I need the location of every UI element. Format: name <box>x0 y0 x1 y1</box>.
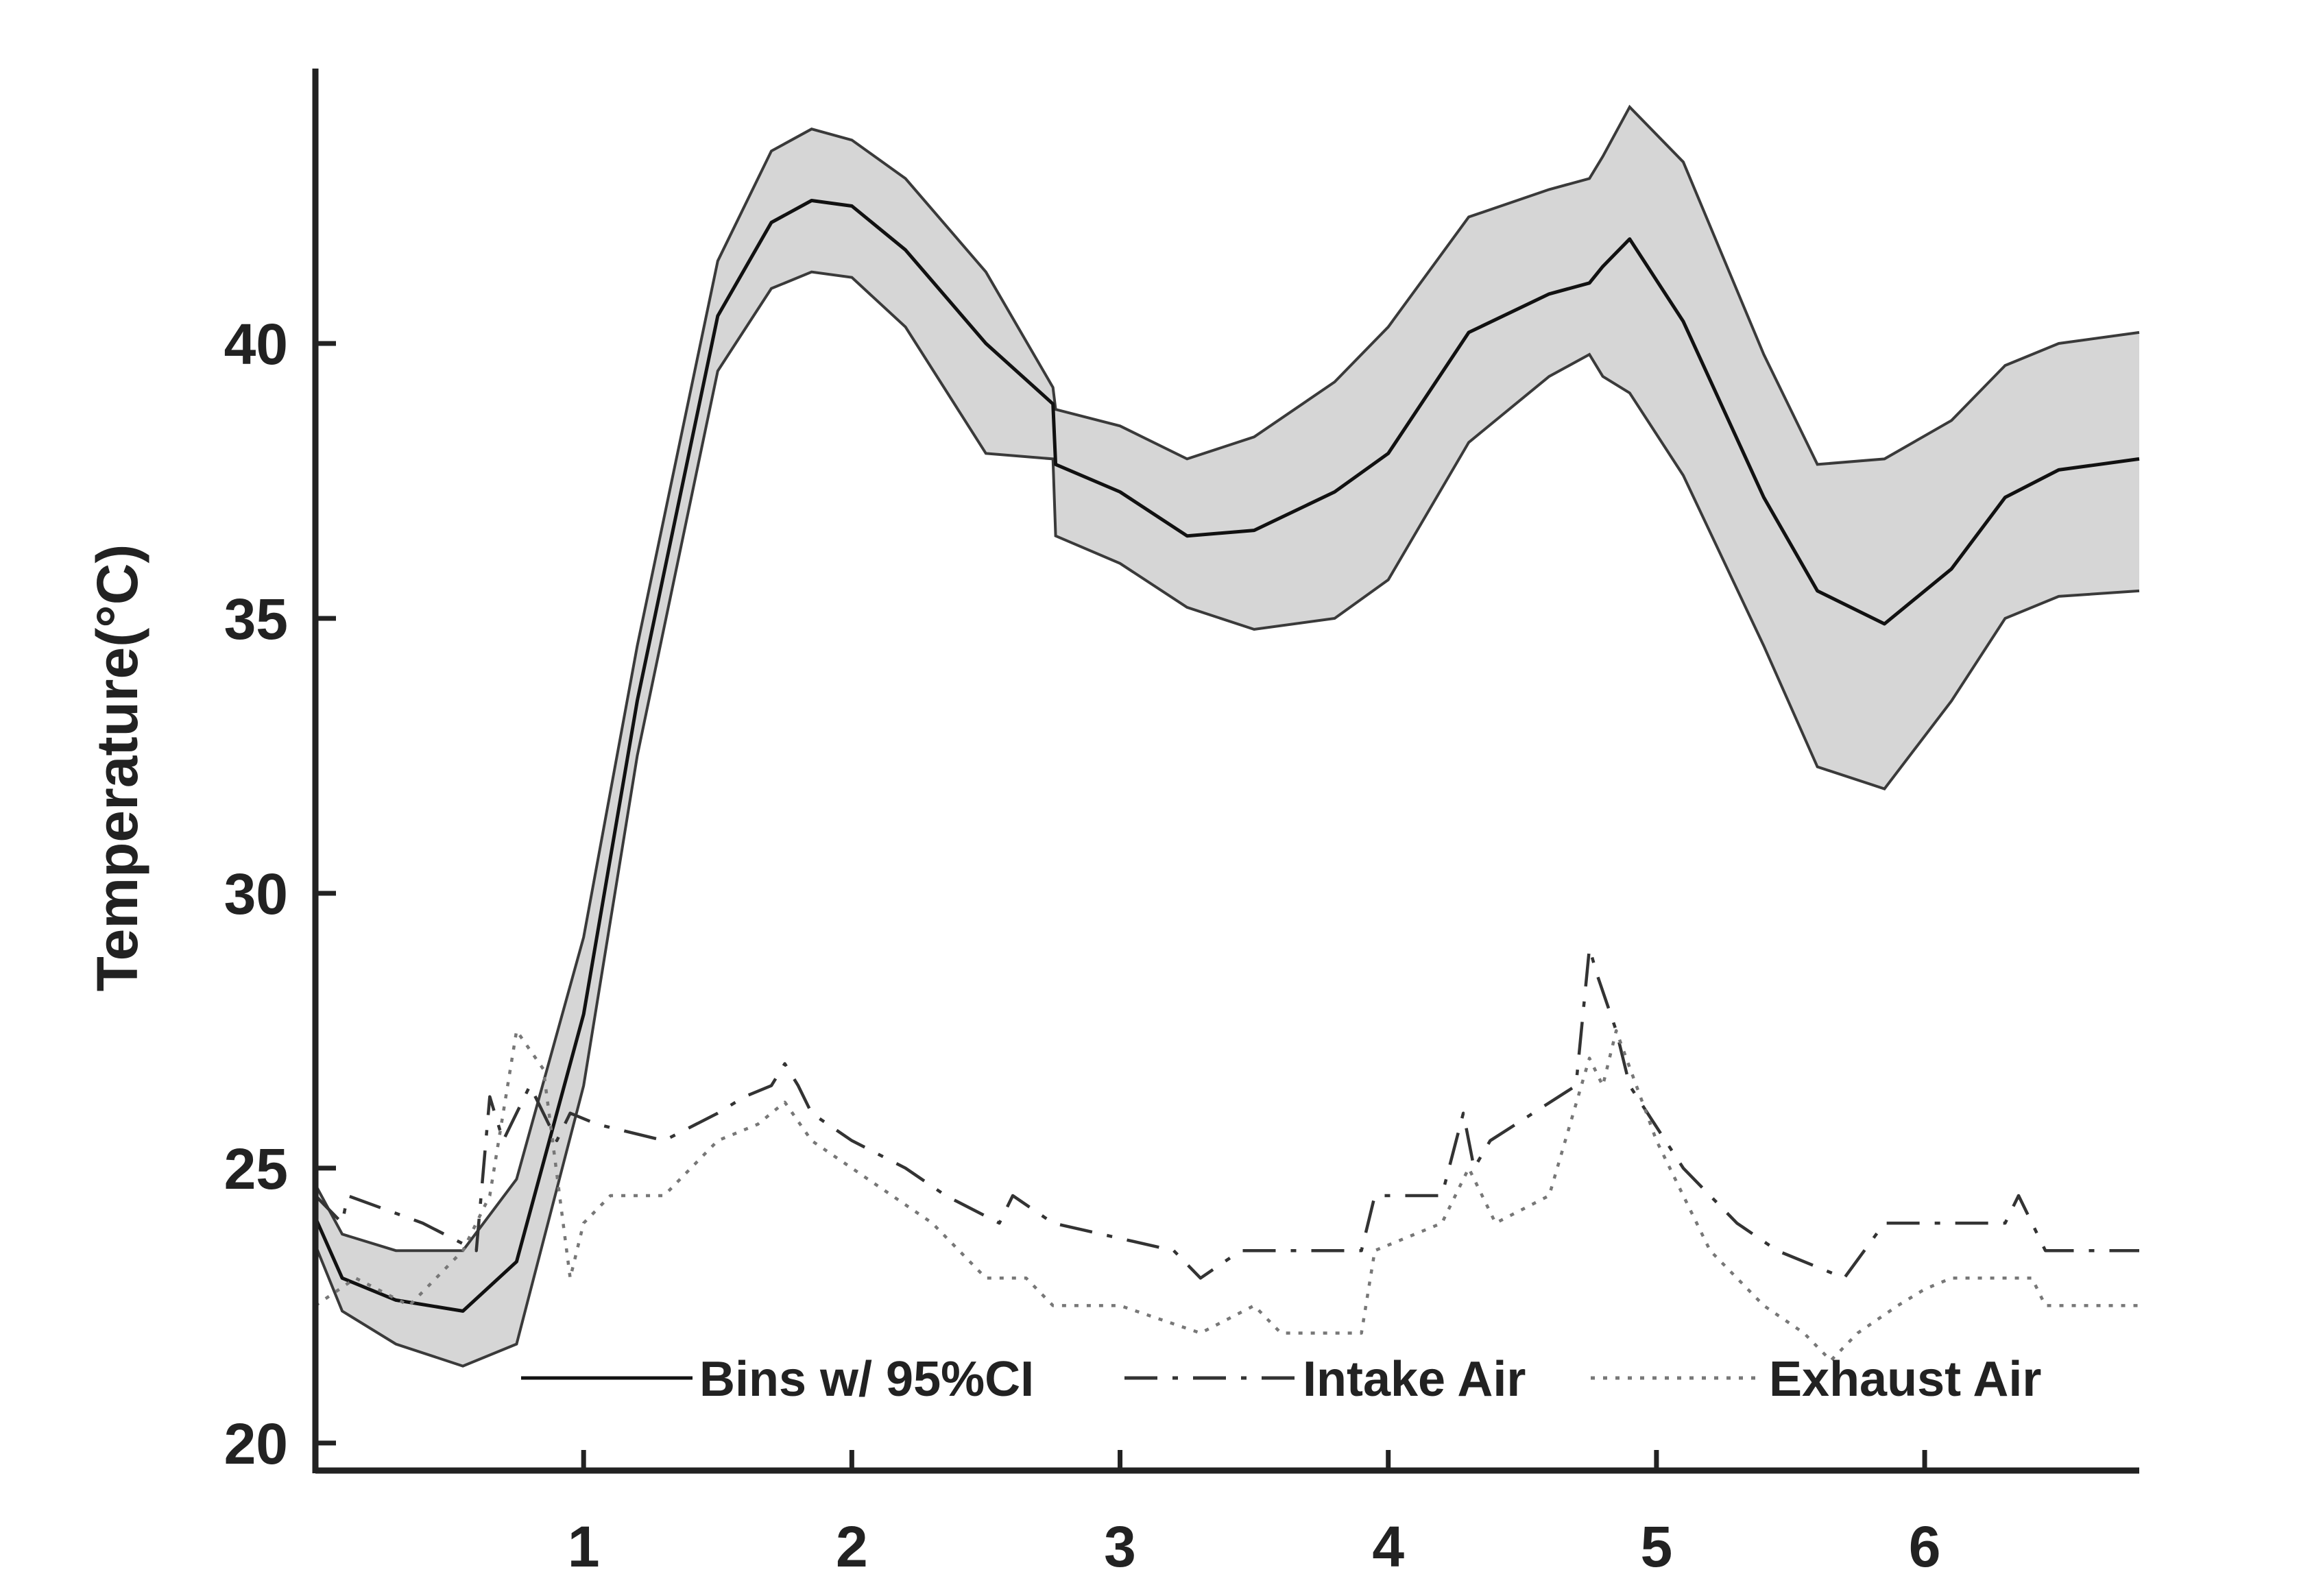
x-tick-label: 4 <box>1372 1514 1404 1579</box>
axes-layer <box>312 69 2139 1474</box>
x-tick-label: 5 <box>1641 1514 1673 1579</box>
ci-band-fill <box>315 107 2139 1366</box>
x-tick-label: 6 <box>1909 1514 1941 1579</box>
x-tick-label: 1 <box>568 1514 600 1579</box>
x-tick-label: 2 <box>836 1514 868 1579</box>
ticks-layer: 1 2 3 4 5 6 20 25 30 35 40 <box>224 312 1941 1579</box>
legend-label-1: Intake Air <box>1303 1352 1526 1407</box>
y-tick-label: 40 <box>224 312 288 376</box>
legend: Bins w/ 95%CI Intake Air Exhaust Air <box>521 1352 2041 1407</box>
y-tick-label: 25 <box>224 1137 288 1201</box>
x-tick-label: 3 <box>1104 1514 1136 1579</box>
legend-label-0: Bins w/ 95%CI <box>699 1352 1034 1407</box>
y-tick-label: 30 <box>224 862 288 926</box>
series-line-0 <box>313 199 2140 1313</box>
legend-label-2: Exhaust Air <box>1769 1352 2041 1407</box>
y-tick-label: 20 <box>224 1412 288 1476</box>
ci-band-lower <box>314 270 2140 1368</box>
series-layer <box>313 199 2140 1362</box>
y-axis-title: Temperature(°C) <box>85 544 149 992</box>
ci-band-upper <box>314 104 2140 1253</box>
y-tick-label: 35 <box>224 587 288 651</box>
series-line-1 <box>314 946 2139 1280</box>
series-line-2 <box>314 1029 2139 1362</box>
ci-band-layer <box>314 104 2140 1368</box>
